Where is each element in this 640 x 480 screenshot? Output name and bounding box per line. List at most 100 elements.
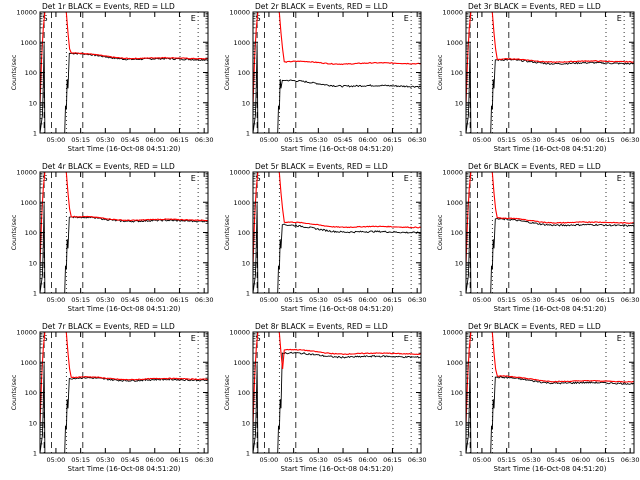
y-tick-label: 1000 (20, 359, 37, 367)
x-tick-label: 06:00 (145, 136, 164, 144)
end-marker-label: E (191, 334, 196, 343)
panel-det-5: Det 5r BLACK = Events, RED = LLD S E 1 10 100… (223, 162, 427, 313)
series-line-lld (40, 172, 208, 266)
y-tick-label: 1 (246, 130, 250, 138)
series-line-events (253, 205, 421, 293)
x-tick-label: 06:15 (383, 296, 402, 304)
y-tick-label: 1 (459, 290, 463, 298)
x-tick-label: 06:15 (170, 136, 189, 144)
y-tick-label: 1 (459, 130, 463, 138)
start-marker-label: S (42, 14, 47, 23)
y-tick-label: 10 (242, 419, 250, 427)
series-group (253, 12, 421, 133)
series-group (253, 332, 421, 453)
y-tick-label: 100 (25, 229, 37, 237)
panel-title: Det 4r BLACK = Events, RED = LLD (42, 162, 175, 171)
y-axis-title: Counts/sec (10, 54, 18, 90)
y-axis-title: Counts/sec (10, 214, 18, 250)
x-tick-label: 05:30 (309, 136, 328, 144)
x-tick-label: 05:00 (473, 296, 492, 304)
x-tick-label: 05:45 (121, 456, 140, 464)
series-line-events (253, 351, 421, 453)
start-marker-label: S (255, 334, 260, 343)
y-axis-title: Counts/sec (223, 214, 231, 250)
series-line-lld (466, 12, 634, 106)
y-tick-label: 1000 (233, 39, 250, 47)
y-tick-label: 1 (246, 290, 250, 298)
y-tick-label: 10000 (16, 329, 37, 337)
start-marker-label: S (468, 14, 473, 23)
x-axis-title: Start Time (16-Oct-08 04:51:20) (494, 305, 607, 313)
panel-title: Det 7r BLACK = Events, RED = LLD (42, 322, 175, 331)
x-tick-label: 05:15 (284, 296, 303, 304)
series-group (466, 332, 634, 453)
y-axis-title: Counts/sec (223, 54, 231, 90)
y-tick-label: 100 (451, 69, 463, 77)
series-group (40, 12, 208, 133)
x-tick-label: 05:15 (71, 456, 90, 464)
y-tick-label: 10 (242, 99, 250, 107)
y-tick-label: 100 (238, 69, 250, 77)
x-axis-title: Start Time (16-Oct-08 04:51:20) (281, 145, 394, 153)
y-tick-label: 100 (25, 69, 37, 77)
x-tick-label: 05:30 (309, 296, 328, 304)
series-group (466, 172, 634, 293)
y-tick-label: 1000 (446, 359, 463, 367)
panel-det-7: Det 7r BLACK = Events, RED = LLD S E 1 10 100… (10, 322, 214, 473)
end-marker-label: E (617, 334, 622, 343)
x-tick-label: 05:30 (309, 456, 328, 464)
series-line-lld (40, 332, 208, 426)
y-tick-label: 1000 (20, 39, 37, 47)
x-tick-label: 05:45 (121, 136, 140, 144)
x-tick-label: 05:00 (260, 296, 279, 304)
x-tick-label: 05:30 (96, 456, 115, 464)
series-line-events (40, 365, 208, 453)
series-line-events (466, 45, 634, 133)
series-line-lld (466, 172, 634, 266)
x-tick-label: 05:00 (473, 136, 492, 144)
x-axis-title: Start Time (16-Oct-08 04:51:20) (494, 465, 607, 473)
x-tick-label: 06:30 (195, 456, 214, 464)
x-tick-label: 05:45 (334, 456, 353, 464)
x-axis-title: Start Time (16-Oct-08 04:51:20) (68, 465, 181, 473)
x-tick-label: 05:15 (71, 296, 90, 304)
x-tick-label: 06:15 (170, 296, 189, 304)
x-tick-label: 06:15 (596, 136, 615, 144)
panel-title: Det 1r BLACK = Events, RED = LLD (42, 2, 175, 11)
end-marker-label: E (617, 14, 622, 23)
y-tick-label: 1 (459, 450, 463, 458)
x-tick-label: 05:00 (47, 296, 66, 304)
x-tick-label: 05:00 (260, 136, 279, 144)
start-marker-label: S (468, 334, 473, 343)
y-tick-label: 1 (33, 450, 37, 458)
y-tick-label: 100 (238, 389, 250, 397)
panel-det-8: Det 8r BLACK = Events, RED = LLD S E 1 10 100… (223, 322, 427, 473)
y-tick-label: 10 (455, 259, 463, 267)
x-tick-label: 05:30 (522, 456, 541, 464)
series-line-lld (253, 172, 421, 266)
series-group (40, 172, 208, 293)
x-axis-title: Start Time (16-Oct-08 04:51:20) (68, 145, 181, 153)
x-axis-title: Start Time (16-Oct-08 04:51:20) (494, 145, 607, 153)
series-line-events (253, 45, 421, 133)
y-tick-label: 10 (29, 419, 37, 427)
x-tick-label: 05:45 (121, 296, 140, 304)
x-tick-label: 06:30 (621, 296, 640, 304)
x-tick-label: 05:45 (547, 296, 566, 304)
y-tick-label: 10 (29, 259, 37, 267)
panel-det-6: Det 6r BLACK = Events, RED = LLD S E 1 10 100… (436, 162, 640, 313)
series-line-lld (253, 332, 421, 426)
x-tick-label: 05:30 (522, 136, 541, 144)
x-axis-title: Start Time (16-Oct-08 04:51:20) (281, 465, 394, 473)
end-marker-label: E (404, 174, 409, 183)
x-tick-label: 06:00 (145, 456, 164, 464)
y-tick-label: 10 (455, 419, 463, 427)
start-marker-label: S (42, 174, 47, 183)
y-axis-title: Counts/sec (436, 54, 444, 90)
y-tick-label: 100 (451, 229, 463, 237)
x-tick-label: 06:00 (358, 296, 377, 304)
y-tick-label: 1 (33, 130, 37, 138)
x-tick-label: 05:00 (260, 456, 279, 464)
y-tick-label: 10000 (229, 9, 250, 17)
y-tick-label: 100 (25, 389, 37, 397)
